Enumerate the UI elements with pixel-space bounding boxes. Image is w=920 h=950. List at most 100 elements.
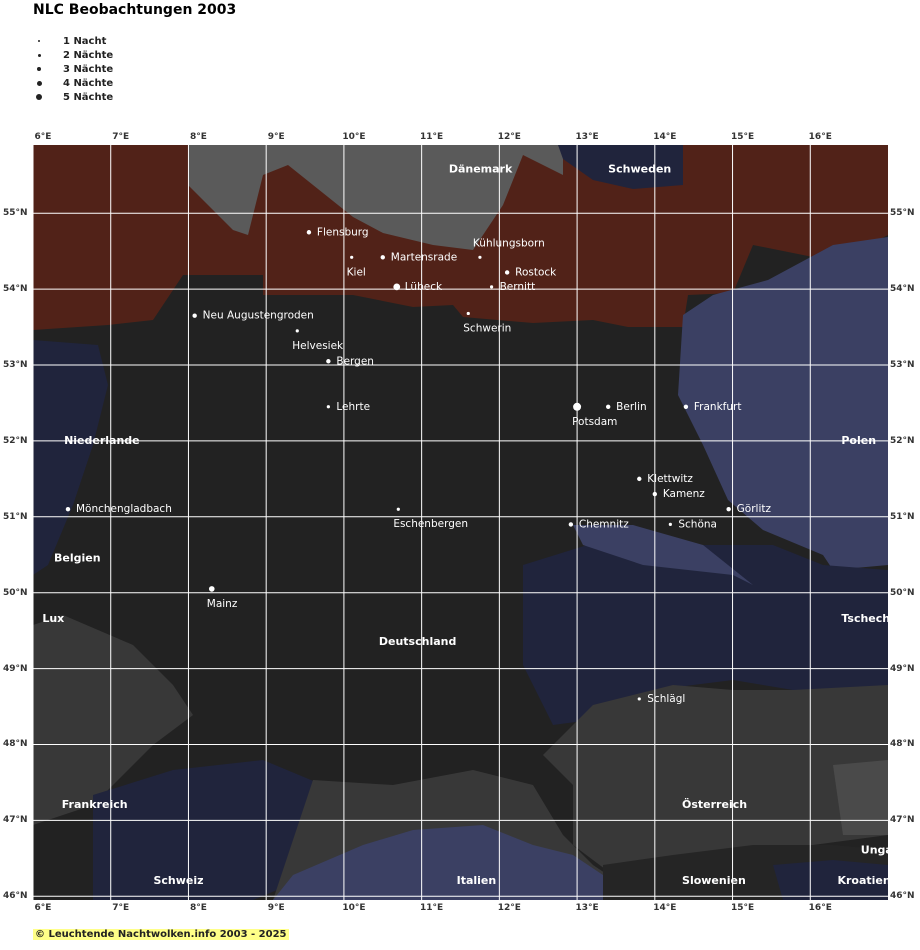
country-label: Kroatien — [837, 874, 888, 887]
station-dot-icon[interactable] — [295, 329, 299, 333]
y-tick-label: 49°N — [3, 663, 28, 674]
station-dot-icon[interactable] — [208, 586, 215, 592]
map-canvas[interactable]: Dänemark Schweden Niederlande Polen Belgien L… — [32, 145, 909, 900]
station-dot-icon[interactable] — [504, 270, 510, 275]
station-label: Potsdam — [572, 416, 617, 428]
bottom-axis: 6°E 7°E 8°E 9°E 10°E 11°E 12°E 13°E 14°E 15°E 16°E — [0, 903, 920, 915]
x-tick-label: 7°E — [112, 132, 130, 142]
legend-item: 2 Nächte — [33, 48, 113, 62]
y-tick-label: 54°N — [3, 284, 28, 295]
map[interactable]: Dänemark Schweden Niederlande Polen Belgien L… — [32, 145, 909, 900]
station-label: Chemnitz — [579, 518, 629, 530]
sweden-area — [558, 145, 683, 189]
czech-border-area — [573, 525, 753, 585]
station-dot-icon[interactable] — [65, 507, 71, 512]
country-label: Schweden — [608, 162, 671, 175]
x-tick-label: 12°E — [497, 132, 521, 142]
baltic-land-area — [188, 145, 563, 250]
y-tick-label: 53°N — [3, 360, 28, 371]
station-label: Kühlungsborn — [473, 237, 545, 249]
x-tick-label: 13°E — [575, 132, 599, 142]
stations-layer: Flensburg Kiel Martensrade Kühlungsborn Rost… — [65, 226, 772, 705]
station-label: Rostock — [515, 266, 557, 278]
legend-item: 1 Nacht — [33, 34, 113, 48]
netherlands-area — [33, 340, 108, 575]
legend-item: 3 Nächte — [33, 62, 113, 76]
station-dot-icon[interactable] — [652, 491, 658, 497]
x-tick-label: 14°E — [653, 903, 677, 913]
station-label: Lübeck — [405, 281, 443, 293]
station-dot-icon[interactable] — [683, 404, 689, 409]
station-label: Görlitz — [737, 503, 772, 515]
legend-label: 5 Nächte — [63, 91, 114, 103]
station-dot-icon[interactable] — [478, 255, 482, 259]
station-dot-icon[interactable] — [350, 255, 354, 259]
map-title: NLC Beobachtungen 2003 — [33, 2, 237, 18]
station-dot-icon[interactable] — [380, 255, 385, 260]
x-tick-label: 15°E — [730, 903, 755, 913]
station-dot-icon[interactable] — [637, 476, 642, 482]
station-dot-icon[interactable] — [192, 313, 197, 318]
legend-dot-icon — [35, 51, 43, 59]
station-dot-icon[interactable] — [326, 405, 330, 409]
x-tick-label: 8°E — [189, 903, 207, 913]
station-dot-icon[interactable] — [306, 230, 312, 235]
x-tick-label: 16°E — [808, 132, 832, 142]
country-label: Lux — [42, 612, 64, 625]
country-label: Frankreich — [62, 798, 128, 811]
station-label: Bernitt — [500, 281, 536, 293]
y-tick-label: 55°N — [890, 208, 915, 219]
station-label: Neu Augustengroden — [203, 310, 314, 322]
station-dot-icon[interactable] — [573, 402, 582, 411]
legend-dot-icon — [35, 93, 43, 101]
station-label: Flensburg — [317, 226, 369, 238]
czech-area — [523, 537, 888, 725]
station-dot-icon[interactable] — [393, 283, 401, 291]
country-label: Slowenien — [682, 874, 746, 887]
italy-area — [273, 825, 623, 900]
station-label: Klettwitz — [647, 473, 693, 485]
x-tick-label: 8°E — [189, 132, 207, 142]
station-label: Schwerin — [463, 322, 511, 334]
country-labels-layer: Dänemark Schweden Niederlande Polen Belgien L… — [42, 162, 909, 887]
country-label: Belgien — [54, 552, 101, 565]
x-tick-label: 12°E — [497, 903, 521, 913]
station-dot-icon[interactable] — [637, 697, 641, 701]
y-tick-label: 46°N — [890, 891, 915, 902]
station-dot-icon[interactable] — [605, 404, 611, 409]
station-label: Bergen — [336, 355, 374, 367]
station-dot-icon[interactable] — [489, 285, 494, 289]
station-label: Frankfurt — [694, 401, 742, 413]
station-label: Berlin — [616, 401, 646, 413]
legend-label: 3 Nächte — [63, 63, 114, 75]
station-dot-icon[interactable] — [326, 359, 331, 364]
station-dot-icon[interactable] — [568, 522, 574, 527]
station-label: Schöna — [678, 518, 717, 530]
station-label: Helvesiek — [292, 340, 344, 352]
y-tick-label: 55°N — [3, 208, 28, 219]
station-label: Kiel — [347, 266, 366, 278]
y-tick-label: 47°N — [890, 815, 915, 826]
y-tick-label: 52°N — [890, 435, 915, 446]
y-tick-label: 50°N — [3, 587, 28, 598]
x-tick-label: 9°E — [267, 132, 285, 142]
y-tick-label: 49°N — [890, 663, 915, 674]
y-tick-label: 48°N — [3, 739, 28, 750]
station-dot-icon[interactable] — [466, 311, 470, 316]
top-axis: 6°E 7°E 8°E 9°E 10°E 11°E 12°E 13°E 14°E 15°E 16°E — [0, 132, 920, 144]
y-tick-label: 47°N — [3, 815, 28, 826]
legend: 1 Nacht 2 Nächte 3 Nächte 4 Nächte 5 Näc… — [33, 34, 113, 104]
copyright-text: © Leuchtende Nachtwolken.info 2003 - 202… — [33, 929, 289, 940]
x-tick-label: 14°E — [653, 132, 677, 142]
station-label: Martensrade — [391, 251, 457, 263]
station-dot-icon[interactable] — [668, 522, 672, 526]
station-dot-icon[interactable] — [726, 507, 731, 512]
station-label: Kamenz — [663, 488, 705, 500]
switzerland-area — [93, 760, 333, 900]
x-tick-label: 10°E — [342, 132, 366, 142]
station-dot-icon[interactable] — [396, 507, 400, 511]
station-label: Mainz — [207, 598, 238, 610]
x-tick-label: 13°E — [575, 903, 599, 913]
y-tick-label: 51°N — [890, 511, 915, 522]
x-tick-label: 6°E — [34, 132, 52, 142]
